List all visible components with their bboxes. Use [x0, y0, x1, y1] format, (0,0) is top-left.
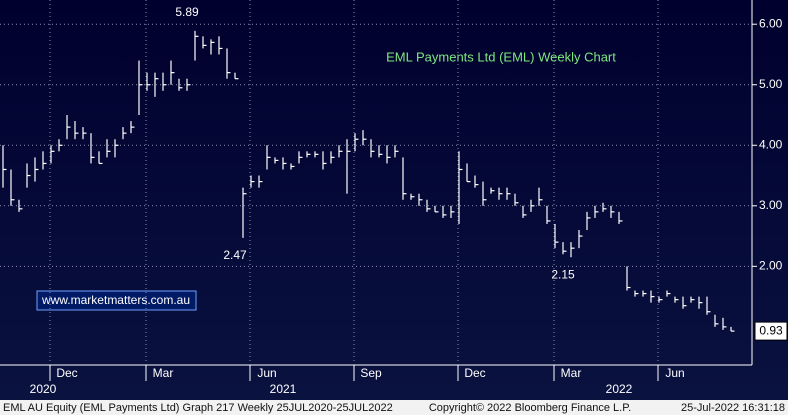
x-tick-label: Sep [360, 366, 382, 380]
chart-title: EML Payments Ltd (EML) Weekly Chart [386, 49, 616, 64]
footer-left: EML AU Equity (EML Payments Ltd) Graph 2… [3, 402, 393, 414]
x-year-label: 2020 [30, 382, 57, 396]
x-year-label: 2021 [270, 382, 297, 396]
y-tick-label: 5.00 [759, 77, 783, 91]
x-tick-label: Mar [153, 366, 174, 380]
x-tick-label: Dec [464, 366, 485, 380]
annotation: 5.89 [175, 5, 199, 19]
x-tick-label: Jun [257, 366, 276, 380]
watermark: www.marketmatters.com.au [41, 293, 190, 307]
y-tick-label: 3.00 [759, 198, 783, 212]
last-price-box [754, 321, 788, 341]
x-tick-label: Mar [561, 366, 582, 380]
annotation: 2.47 [223, 248, 247, 262]
footer-center: Copyright© 2022 Bloomberg Finance L.P. [429, 402, 631, 414]
y-tick-label: 6.00 [759, 16, 783, 30]
last-price-label: 0.93 [759, 323, 783, 337]
x-tick-label: Jun [665, 366, 684, 380]
x-year-label: 2022 [606, 382, 633, 396]
x-tick-label: Dec [56, 366, 77, 380]
watermark-box [36, 290, 197, 311]
annotation: 2.15 [551, 267, 575, 281]
footer-right: 25-Jul-2022 16:31:18 [681, 402, 785, 414]
chart-background [0, 0, 788, 400]
y-tick-label: 2.00 [759, 259, 783, 273]
y-tick-label: 4.00 [759, 137, 783, 151]
footer-background [0, 400, 788, 415]
